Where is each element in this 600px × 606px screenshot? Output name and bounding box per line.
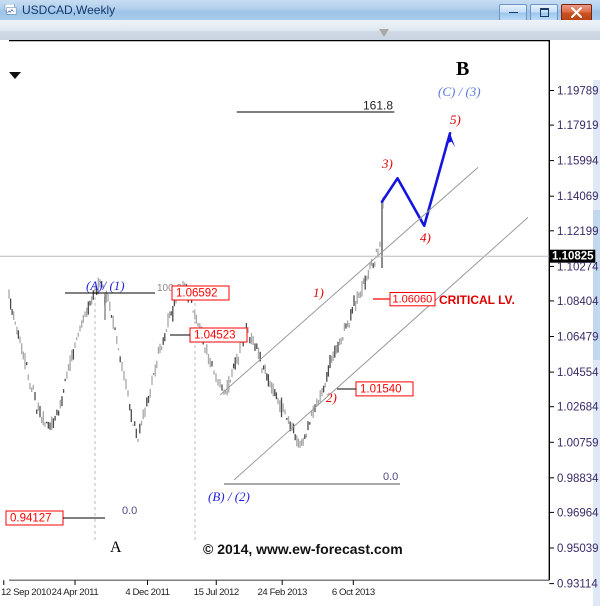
svg-text:0.95039: 0.95039 bbox=[557, 543, 599, 555]
svg-text:1.12199: 1.12199 bbox=[557, 226, 599, 238]
svg-text:© 2014, www.ew-forecast.com: © 2014, www.ew-forecast.com bbox=[203, 541, 403, 557]
svg-text:1.17919: 1.17919 bbox=[557, 120, 599, 132]
svg-text:24 Apr 2011: 24 Apr 2011 bbox=[52, 587, 99, 598]
svg-text:0.0: 0.0 bbox=[383, 471, 398, 483]
svg-text:B: B bbox=[456, 58, 469, 80]
svg-text:A: A bbox=[110, 539, 122, 556]
svg-text:1.08404: 1.08404 bbox=[557, 296, 599, 308]
svg-text:5): 5) bbox=[450, 112, 461, 127]
svg-text:1.06592: 1.06592 bbox=[176, 288, 218, 300]
svg-text:1.15994: 1.15994 bbox=[557, 156, 599, 168]
svg-text:3): 3) bbox=[381, 156, 393, 171]
svg-text:CRITICAL LV.: CRITICAL LV. bbox=[439, 293, 515, 307]
svg-text:(C) / (3): (C) / (3) bbox=[438, 84, 481, 99]
svg-text:12 Sep 2010: 12 Sep 2010 bbox=[1, 587, 51, 598]
svg-text:(B) / (2): (B) / (2) bbox=[208, 489, 250, 504]
svg-text:1.14069: 1.14069 bbox=[557, 191, 599, 203]
svg-text:0.96964: 0.96964 bbox=[557, 507, 599, 519]
svg-text:1.06060: 1.06060 bbox=[393, 294, 433, 306]
svg-text:4 Dec 2011: 4 Dec 2011 bbox=[125, 587, 169, 598]
svg-text:161.8: 161.8 bbox=[363, 99, 393, 113]
svg-text:1.06479: 1.06479 bbox=[557, 332, 599, 344]
svg-text:0.98834: 0.98834 bbox=[557, 473, 599, 485]
svg-text:0.0: 0.0 bbox=[122, 505, 137, 517]
svg-text:1.00759: 1.00759 bbox=[557, 437, 599, 449]
svg-text:1.10274: 1.10274 bbox=[557, 261, 599, 273]
svg-text:1.02684: 1.02684 bbox=[557, 402, 599, 414]
svg-text:1.04523: 1.04523 bbox=[194, 330, 236, 342]
svg-text:6 Oct 2013: 6 Oct 2013 bbox=[332, 587, 375, 598]
svg-text:2): 2) bbox=[326, 390, 337, 405]
svg-text:1.19789: 1.19789 bbox=[557, 86, 599, 98]
svg-text:(A)/ (1): (A)/ (1) bbox=[86, 278, 125, 293]
svg-text:1.04554: 1.04554 bbox=[557, 367, 599, 379]
svg-text:1): 1) bbox=[313, 285, 324, 300]
svg-text:0.93114: 0.93114 bbox=[557, 579, 598, 591]
svg-text:0.94127: 0.94127 bbox=[10, 513, 52, 525]
svg-text:15 Jul 2012: 15 Jul 2012 bbox=[194, 587, 239, 598]
svg-text:4): 4) bbox=[420, 230, 431, 245]
svg-text:1.01540: 1.01540 bbox=[360, 383, 402, 395]
svg-text:24 Feb 2013: 24 Feb 2013 bbox=[257, 587, 307, 598]
